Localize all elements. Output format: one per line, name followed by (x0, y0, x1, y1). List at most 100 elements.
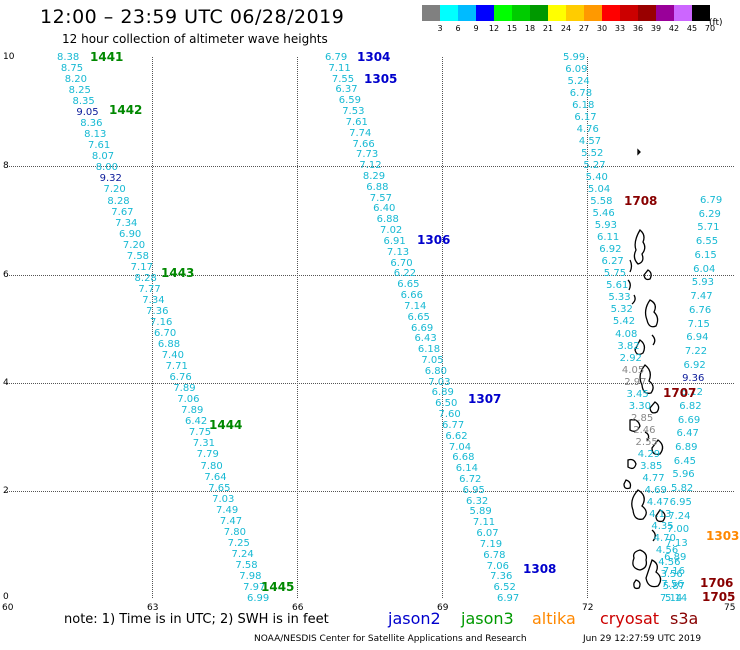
pass-number-label: 1307 (468, 392, 502, 406)
wave-height-value: 6.92 (683, 359, 706, 371)
footer-note: note: 1) Time is in UTC; 2) SWH is in fe… (64, 612, 329, 627)
wave-height-value: 7.79 (196, 449, 219, 461)
color-swatch-label: 33 (614, 24, 626, 33)
wave-height-value: 6.72 (459, 473, 482, 485)
wave-height-value: 6.40 (373, 203, 396, 215)
wave-height-value: 8.35 (72, 96, 95, 108)
wave-height-value: 6.18 (572, 100, 595, 112)
map-plot-area (7, 57, 734, 598)
wave-height-value: 7.74 (349, 127, 372, 139)
wave-height-value: 6.09 (565, 64, 588, 76)
wave-height-value: 7.14 (404, 300, 427, 312)
wave-height-value: 2.55 (635, 436, 658, 448)
pass-number-label: 1306 (417, 233, 451, 247)
wave-height-value: 7.04 (448, 441, 472, 453)
wave-height-value: 7.16 (662, 565, 686, 577)
wave-height-value: 6.88 (366, 181, 389, 193)
map-title: 12:00 – 23:59 UTC 06/28/2019 (40, 6, 345, 28)
wave-height-value: 6.70 (153, 328, 177, 340)
wave-height-value: 5.52 (581, 148, 604, 160)
color-swatch (602, 5, 620, 21)
pass-number-label: 1304 (357, 50, 391, 64)
wave-height-value: 6.79 (325, 52, 348, 63)
wave-height-value: 6.12 (680, 387, 703, 399)
wave-height-value: 7.17 (130, 261, 153, 273)
wave-height-value: 7.19 (479, 538, 503, 550)
wave-height-value: 7.71 (165, 361, 188, 373)
wave-height-value: 6.99 (247, 593, 270, 604)
wave-height-value: 6.95 (462, 484, 485, 496)
x-tick-label: 63 (147, 603, 159, 613)
wave-height-value: 7.11 (328, 62, 351, 74)
wave-height-value: 8.25 (68, 85, 91, 97)
wave-height-value: 6.52 (493, 582, 516, 594)
wave-height-value: 9.05 (76, 107, 99, 119)
color-swatch (458, 5, 476, 21)
wave-height-value: 6.15 (694, 249, 717, 261)
wave-height-value: 4.13 (649, 508, 672, 520)
wave-height-value: 4.56 (655, 544, 679, 556)
wave-height-value: 6.11 (597, 232, 620, 244)
wave-height-value: 7.34 (115, 217, 138, 229)
wave-height-value: 4.57 (578, 136, 602, 148)
wave-height-value: 5.42 (612, 316, 636, 328)
color-swatch (620, 5, 638, 21)
y-tick-label: 0 (3, 592, 9, 602)
color-swatch (692, 5, 710, 21)
color-swatch (422, 5, 440, 21)
generated-timestamp: Jun 29 12:27:59 UTC 2019 (583, 634, 702, 644)
wave-height-value: 7.49 (215, 504, 239, 516)
wave-height-value: 3.85 (640, 460, 663, 472)
credit-line: NOAA/NESDIS Center for Satellite Applica… (254, 634, 527, 644)
wave-height-value: 6.89 (431, 387, 454, 399)
wave-height-value: 9.36 (682, 373, 705, 385)
pass-number-label: 1706 (700, 576, 734, 590)
wave-height-value: 9.32 (99, 173, 122, 185)
pass-number-label: 1308 (523, 562, 557, 576)
wave-height-value: 8.20 (64, 74, 88, 86)
x-tick-label: 69 (437, 603, 449, 613)
color-swatch-label: 27 (578, 24, 590, 33)
wave-height-value: 7.25 (227, 537, 250, 549)
wave-height-value: 7.53 (342, 106, 365, 118)
satellite-legend-entry: jason2 (388, 609, 441, 628)
wave-height-value: 6.45 (673, 455, 697, 467)
wave-height-value: 6.27 (601, 256, 624, 268)
x-tick-label: 72 (582, 603, 594, 613)
color-swatch-label: 36 (632, 24, 644, 33)
wave-height-value: 6.78 (483, 549, 506, 561)
wave-height-value: 7.12 (359, 160, 382, 172)
wave-height-value: 4.70 (653, 532, 676, 544)
wave-height-value: 5.32 (610, 304, 633, 316)
grid-line-vertical (587, 57, 588, 598)
wave-height-value: 6.82 (679, 400, 702, 412)
wave-height-value: 2.97 (624, 376, 647, 388)
color-swatch-label: 21 (542, 24, 554, 33)
color-swatch-label: 24 (560, 24, 572, 33)
wave-height-value: 6.42 (184, 416, 208, 428)
color-swatch (512, 5, 530, 21)
wave-height-value: 6.32 (466, 495, 489, 507)
color-swatch-label: 39 (650, 24, 662, 33)
wave-height-value: 6.76 (688, 304, 712, 316)
wave-height-value: 5.87 (662, 580, 685, 592)
wave-height-value: 5.27 (583, 160, 606, 172)
wave-height-value: 7.20 (103, 184, 126, 196)
grid-line-vertical (442, 57, 443, 598)
grid-line-horizontal (7, 166, 734, 167)
wave-height-value: 5.93 (691, 277, 714, 289)
satellite-legend-entry: s3a (670, 609, 699, 628)
color-swatch (548, 5, 566, 21)
wave-height-value: 6.79 (700, 195, 723, 206)
wave-height-value: 8.28 (134, 272, 157, 284)
wave-height-value: 6.69 (411, 322, 434, 334)
wave-height-value: 5.71 (697, 222, 720, 234)
pass-number-label: 1707 (663, 386, 697, 400)
wave-height-value: 3.45 (626, 388, 649, 400)
color-swatch-label: 45 (686, 24, 698, 33)
wave-height-value: 7.58 (126, 250, 150, 262)
wave-height-value: 6.22 (393, 268, 417, 280)
wave-height-value: 7.13 (386, 246, 410, 258)
wave-height-value: 8.00 (95, 162, 119, 174)
wave-height-value: 5.14 (665, 593, 688, 604)
